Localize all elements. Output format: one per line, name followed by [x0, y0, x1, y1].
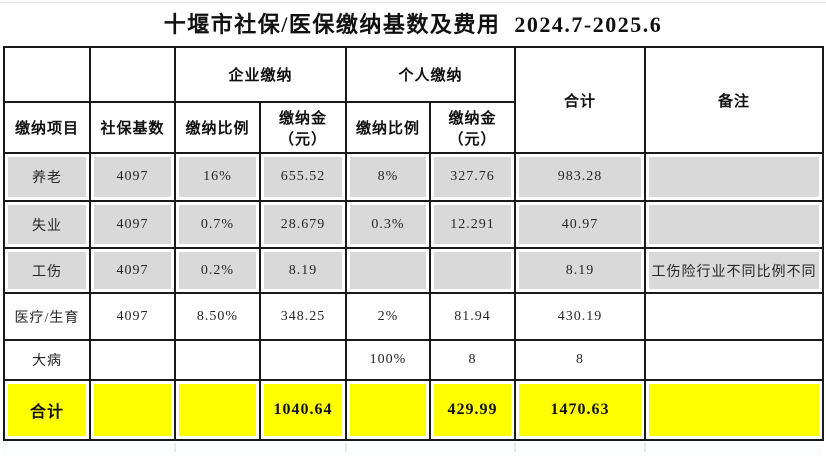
- header-blank-item: [3, 46, 91, 103]
- cell-total: 983.28: [514, 152, 647, 202]
- header-personal-ratio: 缴纳比例: [345, 101, 432, 154]
- page-title: 十堰市社保/医保缴纳基数及费用 2024.7-2025.6: [163, 12, 663, 37]
- cell-base: 4097: [89, 247, 176, 294]
- cell-personal-ratio: [345, 379, 432, 441]
- cell-total: 8.19: [514, 247, 647, 294]
- table-row-medical-maternity: 医疗/生育 4097 8.50% 348.25 2% 81.94 430.19: [3, 292, 825, 341]
- cell-item: 合计: [3, 379, 91, 441]
- cell-total: 40.97: [514, 200, 647, 249]
- cell-personal-ratio: 0.3%: [345, 200, 432, 249]
- cell-personal-amount: [429, 247, 517, 294]
- cell-base: 4097: [89, 152, 176, 202]
- cell-item: 失业: [3, 200, 91, 249]
- grid-remnant-line: [514, 443, 516, 452]
- cell-base: [89, 379, 176, 441]
- top-hairline: [0, 2, 826, 3]
- header-note: 备注: [644, 46, 825, 154]
- cell-item: 工伤: [3, 247, 91, 294]
- cell-enterprise-amount: 1040.64: [258, 379, 348, 441]
- table-row-grand-total: 合计 1040.64 429.99 1470.63: [3, 379, 825, 441]
- header-enterprise-ratio: 缴纳比例: [174, 101, 261, 154]
- cell-personal-ratio: 100%: [345, 339, 432, 381]
- cell-note: [644, 339, 825, 381]
- header-enterprise-amount: 缴纳金 （元）: [258, 101, 348, 154]
- header-blank-base: [89, 46, 176, 103]
- grid-remnant-line: [345, 443, 347, 452]
- header-row-groups: 企业缴纳 个人缴纳 合计 备注: [3, 46, 825, 154]
- header-total: 合计: [514, 46, 647, 154]
- cell-enterprise-amount: 348.25: [258, 292, 348, 341]
- cell-total: 8: [514, 339, 647, 381]
- table-row-pension: 养老 4097 16% 655.52 8% 327.76 983.28: [3, 152, 825, 202]
- cell-personal-ratio: 8%: [345, 152, 432, 202]
- cell-enterprise-amount: 655.52: [258, 152, 348, 202]
- cell-enterprise-ratio: [174, 339, 261, 381]
- cell-personal-amount: 429.99: [429, 379, 517, 441]
- table-row-critical-illness: 大病 100% 8 8: [3, 339, 825, 381]
- header-personal-group: 个人缴纳: [345, 46, 517, 103]
- cell-note: [644, 292, 825, 341]
- table-row-work-injury: 工伤 4097 0.2% 8.19 8.19 工伤险行业不同比例不同: [3, 247, 825, 294]
- cell-personal-ratio: 2%: [345, 292, 432, 341]
- grid-remnant-line: [174, 443, 176, 452]
- cell-personal-amount: 12.291: [429, 200, 517, 249]
- cell-note: [644, 152, 825, 202]
- header-item: 缴纳项目: [3, 101, 91, 154]
- cell-personal-amount: 8: [429, 339, 517, 381]
- cell-personal-amount: 327.76: [429, 152, 517, 202]
- cell-item: 养老: [3, 152, 91, 202]
- cell-total: 430.19: [514, 292, 647, 341]
- cell-personal-amount: 81.94: [429, 292, 517, 341]
- cell-enterprise-amount: 8.19: [258, 247, 348, 294]
- cell-enterprise-ratio: 16%: [174, 152, 261, 202]
- cell-enterprise-ratio: 0.2%: [174, 247, 261, 294]
- table-row-unemployment: 失业 4097 0.7% 28.679 0.3% 12.291 40.97: [3, 200, 825, 249]
- cell-base: 4097: [89, 200, 176, 249]
- next-row-remnant: [3, 441, 822, 456]
- cell-item: 大病: [3, 339, 91, 381]
- cell-enterprise-ratio: 8.50%: [174, 292, 261, 341]
- cell-enterprise-ratio: [174, 379, 261, 441]
- cell-note: [644, 200, 825, 249]
- header-enterprise-group: 企业缴纳: [173, 46, 348, 103]
- cell-base: 4097: [89, 292, 176, 341]
- header-row-columns: 缴纳项目 社保基数 缴纳比例 缴纳金 （元） 缴纳比例 缴纳金 （元）: [3, 101, 823, 154]
- cell-enterprise-amount: [258, 339, 348, 381]
- cell-enterprise-amount: 28.679: [258, 200, 348, 249]
- cell-total: 1470.63: [514, 379, 647, 441]
- cell-note: [644, 379, 825, 441]
- header-personal-amount: 缴纳金 （元）: [429, 101, 517, 154]
- cell-item: 医疗/生育: [3, 292, 91, 341]
- grid-remnant-line: [644, 443, 646, 452]
- contribution-table: 企业缴纳 个人缴纳 合计 备注 缴纳项目 社保基数 缴纳比例 缴纳金 （元） 缴纳…: [3, 46, 825, 441]
- cell-personal-ratio: [345, 247, 432, 294]
- header-base: 社保基数: [89, 101, 176, 154]
- cell-note: 工伤险行业不同比例不同: [644, 247, 825, 294]
- cell-base: [89, 339, 176, 381]
- cell-enterprise-ratio: 0.7%: [174, 200, 261, 249]
